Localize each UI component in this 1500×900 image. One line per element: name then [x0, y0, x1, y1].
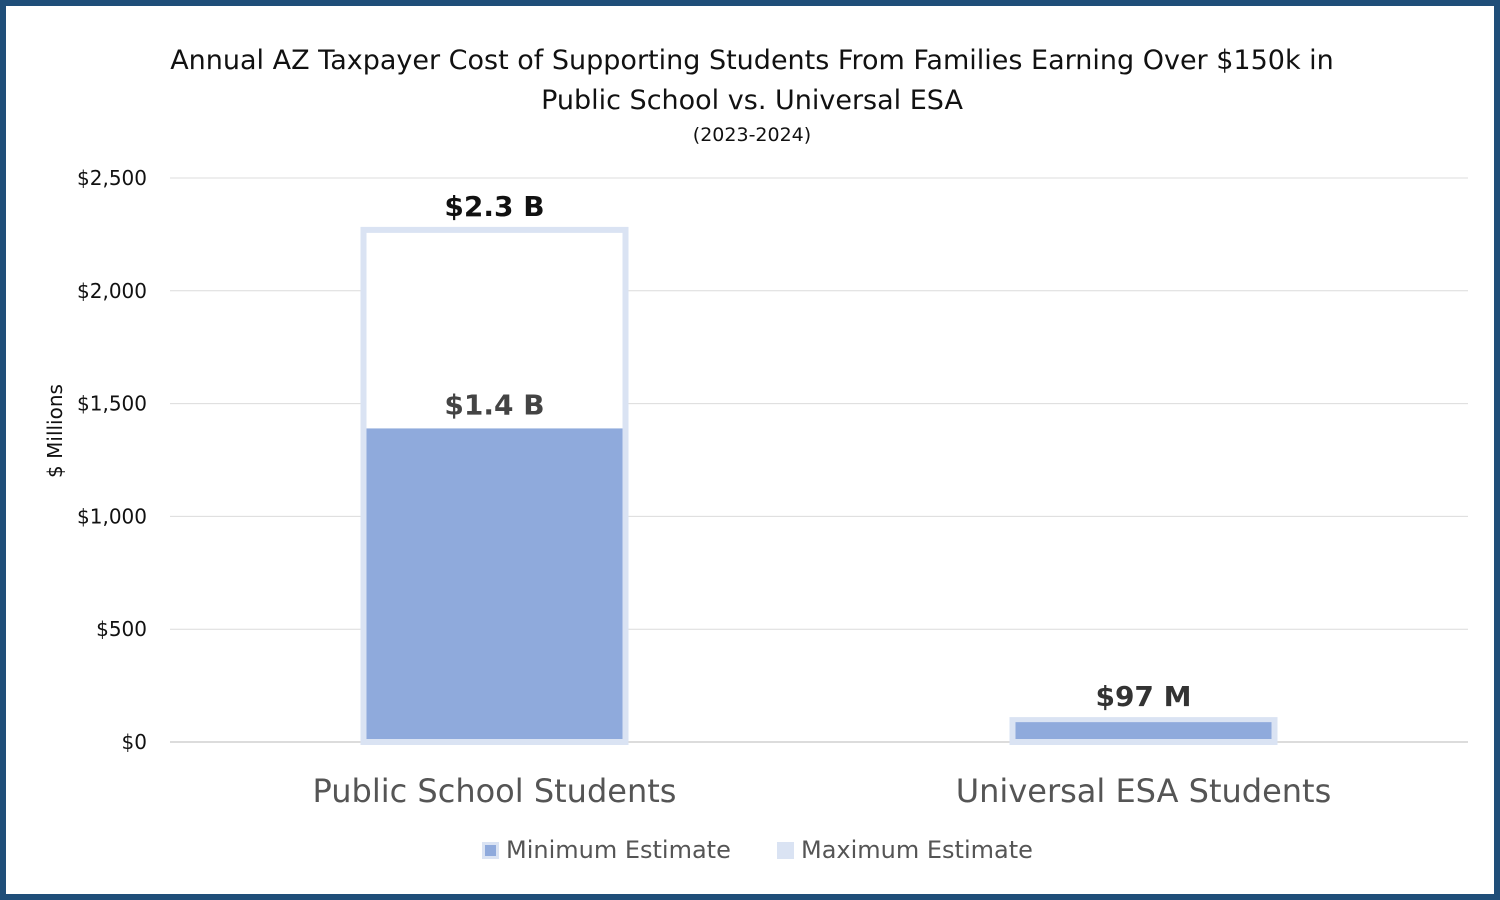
chart-title-line2: Public School vs. Universal ESA [541, 85, 963, 116]
chart-title-line1: Annual AZ Taxpayer Cost of Supporting St… [170, 45, 1334, 76]
bar-minimum-estimate [1015, 722, 1272, 739]
y-axis-ticks: $0 $500 $1,000 $1,500 $2,000 $2,500 [77, 166, 147, 754]
data-label: $97 M [1095, 680, 1191, 713]
bar-minimum-estimate [366, 428, 623, 739]
x-axis-categories: Public School Students Universal ESA Stud… [313, 772, 1332, 810]
legend-swatch [777, 842, 794, 859]
bars [360, 226, 1278, 746]
y-axis-title: $ Millions [43, 384, 67, 478]
category-label: Public School Students [313, 772, 677, 810]
data-labels: $2.3 B $1.4 B $97 M [444, 190, 1191, 713]
y-tick-label: $1,500 [77, 392, 147, 416]
legend-item: Minimum Estimate [482, 836, 731, 864]
legend-swatch-fill [485, 845, 496, 856]
y-tick-label: $2,000 [77, 279, 147, 303]
data-label: $2.3 B [444, 190, 544, 223]
legend-label: Maximum Estimate [801, 836, 1033, 864]
legend: Minimum Estimate Maximum Estimate [482, 836, 1033, 864]
data-label: $1.4 B [444, 388, 544, 421]
y-tick-label: $500 [96, 617, 147, 641]
legend-label: Minimum Estimate [506, 836, 731, 864]
y-tick-label: $2,500 [77, 166, 147, 190]
legend-item: Maximum Estimate [777, 836, 1033, 864]
category-label: Universal ESA Students [956, 772, 1332, 810]
chart-subtitle: (2023-2024) [693, 124, 811, 146]
y-tick-label: $0 [122, 730, 147, 754]
bar-chart: Annual AZ Taxpayer Cost of Supporting St… [43, 45, 1468, 864]
y-tick-label: $1,000 [77, 504, 147, 528]
